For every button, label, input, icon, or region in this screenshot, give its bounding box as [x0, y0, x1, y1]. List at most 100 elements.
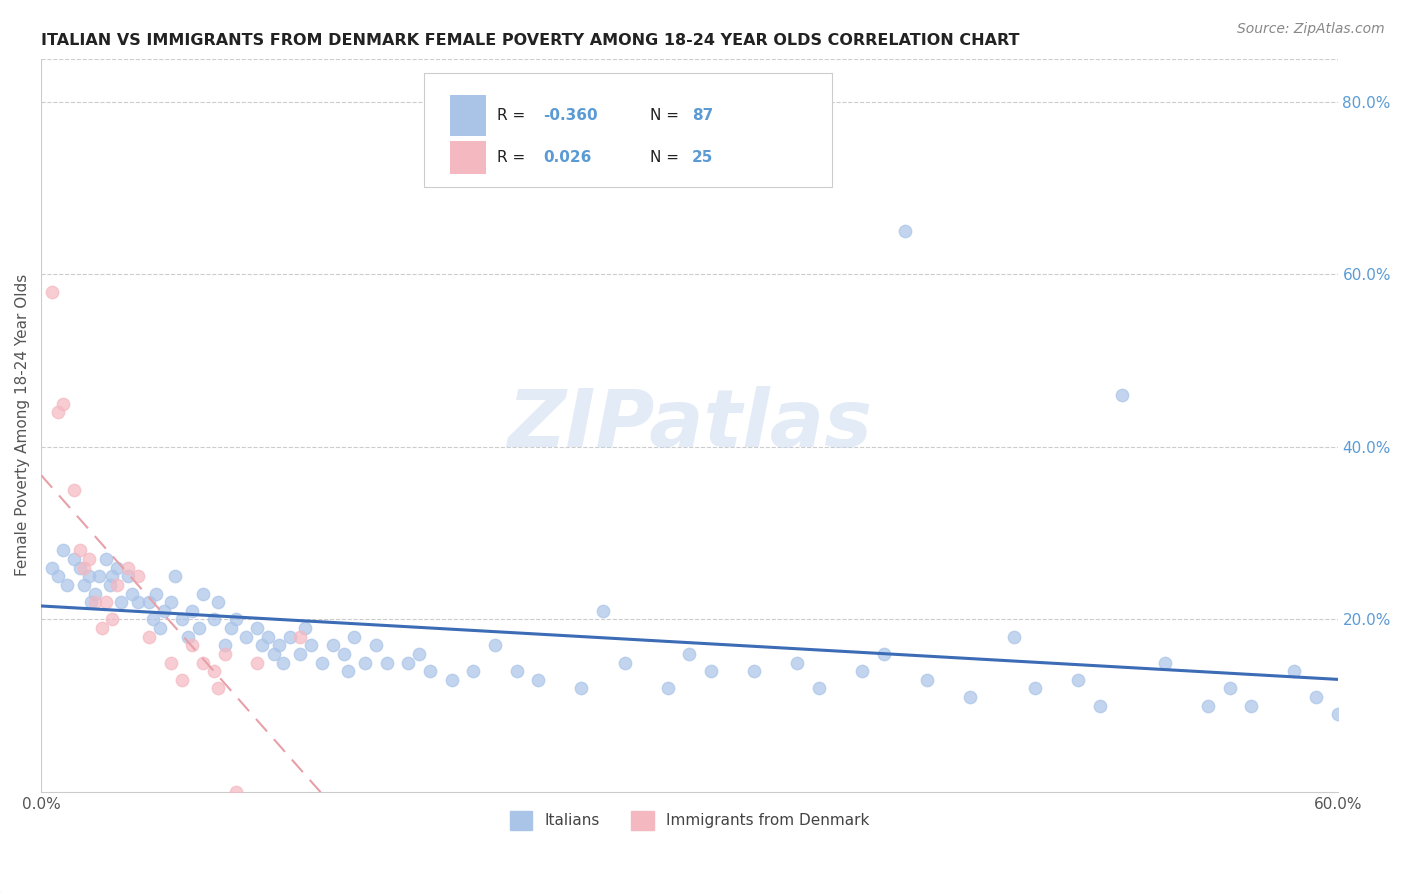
Point — [271, 656, 294, 670]
Point — [1284, 664, 1306, 678]
Point — [202, 664, 225, 678]
Point — [678, 647, 700, 661]
Point — [69, 560, 91, 574]
Point — [225, 785, 247, 799]
Point — [1088, 698, 1111, 713]
Point — [94, 595, 117, 609]
Point — [257, 630, 280, 644]
Point — [202, 612, 225, 626]
Point — [290, 630, 312, 644]
Point — [786, 656, 808, 670]
Point — [77, 569, 100, 583]
Point — [527, 673, 550, 687]
Text: N =: N = — [651, 150, 685, 165]
Point — [246, 656, 269, 670]
Point — [181, 638, 204, 652]
Point — [1153, 656, 1175, 670]
Point — [41, 560, 63, 574]
Point — [398, 656, 420, 670]
Point — [219, 621, 242, 635]
FancyBboxPatch shape — [450, 95, 486, 136]
Point — [364, 638, 387, 652]
Point — [105, 560, 128, 574]
Point — [110, 595, 132, 609]
Point — [84, 595, 107, 609]
Point — [62, 483, 84, 497]
Y-axis label: Female Poverty Among 18-24 Year Olds: Female Poverty Among 18-24 Year Olds — [15, 274, 30, 576]
Point — [278, 630, 301, 644]
Point — [84, 586, 107, 600]
Point — [375, 656, 398, 670]
Point — [299, 638, 322, 652]
Point — [165, 569, 187, 583]
Point — [170, 612, 193, 626]
Point — [700, 664, 723, 678]
Text: N =: N = — [651, 109, 685, 123]
Point — [187, 621, 209, 635]
Point — [80, 595, 103, 609]
Point — [263, 647, 285, 661]
Point — [484, 638, 506, 652]
Point — [742, 664, 765, 678]
Point — [1002, 630, 1025, 644]
Point — [343, 630, 366, 644]
Text: R =: R = — [498, 109, 530, 123]
Point — [90, 621, 112, 635]
Point — [149, 621, 172, 635]
Point — [873, 647, 896, 661]
Point — [105, 578, 128, 592]
Text: ZIPatlas: ZIPatlas — [508, 386, 872, 465]
Point — [1305, 690, 1327, 704]
Point — [181, 604, 204, 618]
Point — [250, 638, 273, 652]
Point — [440, 673, 463, 687]
Point — [1326, 707, 1348, 722]
Point — [153, 604, 176, 618]
Point — [463, 664, 485, 678]
Text: R =: R = — [498, 150, 530, 165]
Point — [613, 656, 636, 670]
Point — [193, 656, 215, 670]
Point — [322, 638, 344, 652]
Point — [354, 656, 377, 670]
Point — [117, 569, 139, 583]
Point — [1240, 698, 1263, 713]
Point — [1197, 698, 1219, 713]
Point — [193, 586, 215, 600]
Point — [657, 681, 679, 696]
Point — [77, 552, 100, 566]
Point — [89, 569, 111, 583]
Point — [235, 630, 257, 644]
Point — [207, 595, 229, 609]
Point — [332, 647, 354, 661]
Text: 25: 25 — [692, 150, 713, 165]
Point — [145, 586, 167, 600]
Text: ITALIAN VS IMMIGRANTS FROM DENMARK FEMALE POVERTY AMONG 18-24 YEAR OLDS CORRELAT: ITALIAN VS IMMIGRANTS FROM DENMARK FEMAL… — [41, 33, 1019, 48]
Point — [505, 664, 527, 678]
Point — [62, 552, 84, 566]
Point — [311, 656, 333, 670]
Point — [177, 630, 200, 644]
Point — [1067, 673, 1090, 687]
Point — [52, 543, 75, 558]
Point — [138, 630, 160, 644]
Point — [127, 569, 149, 583]
Point — [207, 681, 229, 696]
Point — [142, 612, 165, 626]
Point — [73, 578, 96, 592]
Text: 0.026: 0.026 — [543, 150, 592, 165]
Point — [336, 664, 359, 678]
Point — [290, 647, 312, 661]
Point — [121, 586, 143, 600]
Point — [101, 612, 124, 626]
Point — [73, 560, 96, 574]
Point — [808, 681, 831, 696]
Point — [851, 664, 873, 678]
Point — [69, 543, 91, 558]
Point — [56, 578, 79, 592]
Text: -0.360: -0.360 — [543, 109, 598, 123]
Point — [915, 673, 938, 687]
Point — [41, 285, 63, 299]
Point — [267, 638, 290, 652]
Point — [569, 681, 592, 696]
